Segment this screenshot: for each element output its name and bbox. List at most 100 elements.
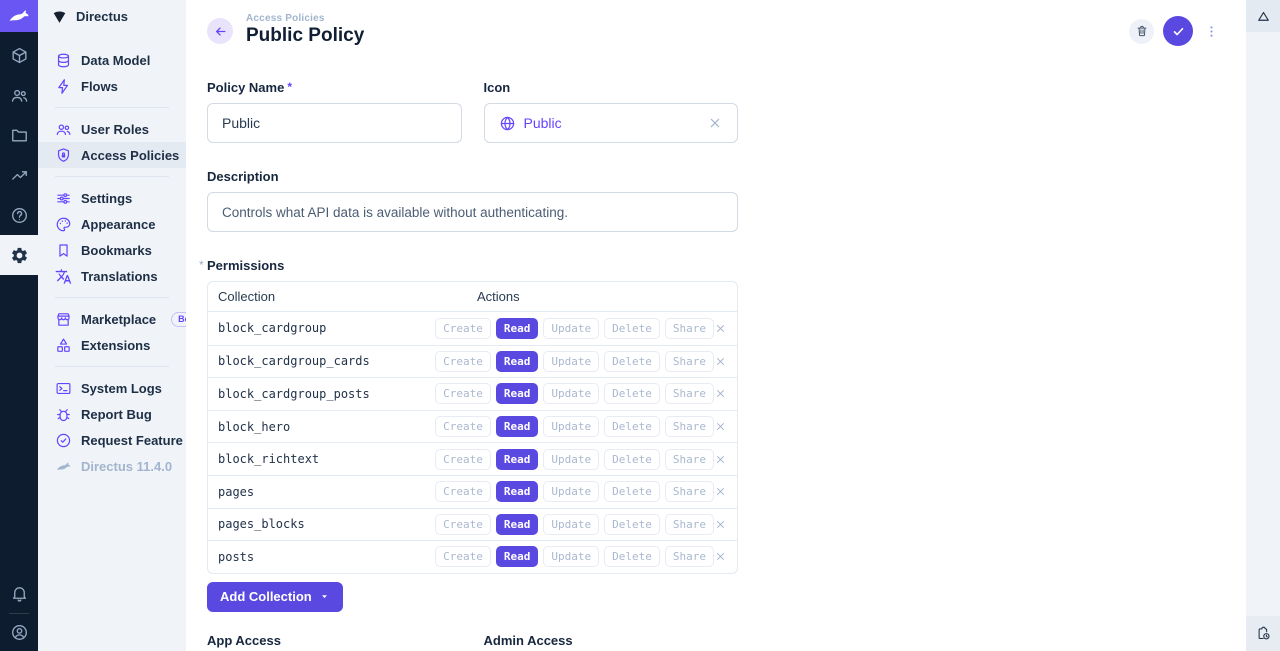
directus-logo-button[interactable]	[0, 0, 38, 32]
rabbit-icon	[55, 458, 72, 475]
module-content-module[interactable]	[0, 35, 38, 75]
sidebar-item-label: System Logs	[81, 380, 162, 396]
permission-delete-chip[interactable]: Delete	[604, 350, 660, 372]
remove-permission-button[interactable]	[714, 420, 727, 433]
remove-permission-button[interactable]	[714, 355, 727, 368]
sidebar-item-report-bug[interactable]: Report Bug	[38, 401, 186, 427]
permission-create-chip[interactable]: Create	[435, 546, 491, 568]
permission-share-chip[interactable]: Share	[664, 416, 714, 438]
policy-name-input[interactable]	[207, 103, 462, 143]
permission-update-chip[interactable]: Update	[543, 317, 600, 339]
permission-read-chip[interactable]: Read	[495, 383, 539, 405]
help-icon	[10, 206, 29, 225]
module-files-module[interactable]	[0, 115, 38, 155]
more-options-button[interactable]	[1202, 19, 1220, 44]
remove-permission-button[interactable]	[714, 387, 727, 400]
sidebar-item-access-policies[interactable]: Access Policies	[38, 142, 186, 168]
sidebar-item-bookmarks[interactable]: Bookmarks	[38, 237, 186, 263]
permission-delete-chip[interactable]: Delete	[604, 546, 660, 568]
icon-select-input[interactable]: Public	[483, 103, 738, 143]
sidebar-item-user-roles[interactable]: User Roles	[38, 116, 186, 142]
permission-update-chip[interactable]: Update	[543, 416, 600, 438]
sidebar-item-marketplace[interactable]: MarketplaceBeta	[38, 306, 205, 332]
remove-permission-button[interactable]	[714, 485, 727, 498]
revisions-drawer-button[interactable]	[1246, 616, 1280, 651]
project-switcher[interactable]: Directus	[38, 0, 186, 32]
permission-update-chip[interactable]: Update	[543, 383, 600, 405]
sidebar-item-request-feature[interactable]: Request Feature	[38, 427, 186, 453]
permission-create-chip[interactable]: Create	[435, 448, 491, 470]
permission-update-chip[interactable]: Update	[543, 513, 600, 535]
change-history-icon	[1256, 9, 1271, 24]
permission-share-chip[interactable]: Share	[664, 546, 714, 568]
permission-share-chip[interactable]: Share	[664, 383, 714, 405]
collection-name: block_richtext	[218, 452, 320, 467]
clear-icon-button[interactable]	[707, 115, 723, 131]
permission-share-chip[interactable]: Share	[664, 350, 714, 372]
sidebar-item-extensions[interactable]: Extensions	[38, 332, 186, 358]
permission-delete-chip[interactable]: Delete	[604, 481, 660, 503]
permission-update-chip[interactable]: Update	[543, 546, 600, 568]
sidebar-drawer-toggle[interactable]	[1246, 0, 1280, 32]
module-insights-module[interactable]	[0, 155, 38, 195]
back-button[interactable]	[207, 18, 233, 44]
permission-create-chip[interactable]: Create	[435, 350, 491, 372]
permission-delete-chip[interactable]: Delete	[604, 383, 660, 405]
module-docs-module[interactable]	[0, 195, 38, 235]
permission-update-chip[interactable]: Update	[543, 350, 600, 372]
table-row: block_richtext Create Read Update Delete Shar…	[208, 442, 737, 475]
permission-read-chip[interactable]: Read	[495, 448, 539, 470]
add-collection-button[interactable]: Add Collection	[207, 581, 343, 612]
sidebar-item-flows[interactable]: Flows	[38, 73, 186, 99]
permission-share-chip[interactable]: Share	[664, 448, 714, 470]
avatar-icon	[10, 623, 29, 642]
sidebar-item-translations[interactable]: Translations	[38, 263, 186, 289]
nav-divider	[55, 107, 169, 108]
sidebar-item-label: Report Bug	[81, 406, 152, 422]
description-input[interactable]: Controls what API data is available with…	[207, 192, 738, 232]
add-collection-label: Add Collection	[220, 589, 312, 605]
permission-create-chip[interactable]: Create	[435, 317, 491, 339]
permission-read-chip[interactable]: Read	[495, 546, 539, 568]
permission-share-chip[interactable]: Share	[664, 481, 714, 503]
notifications-button[interactable]	[0, 573, 38, 613]
permission-share-chip[interactable]: Share	[664, 317, 714, 339]
permission-create-chip[interactable]: Create	[435, 383, 491, 405]
permission-delete-chip[interactable]: Delete	[604, 448, 660, 470]
remove-permission-button[interactable]	[714, 518, 727, 531]
permission-create-chip[interactable]: Create	[435, 513, 491, 535]
permission-share-chip[interactable]: Share	[664, 513, 714, 535]
permission-delete-chip[interactable]: Delete	[604, 513, 660, 535]
permission-update-chip[interactable]: Update	[543, 448, 600, 470]
breadcrumb[interactable]: Access Policies	[246, 13, 325, 24]
permission-read-chip[interactable]: Read	[495, 481, 539, 503]
right-sidebar	[1246, 0, 1280, 651]
module-users-module[interactable]	[0, 75, 38, 115]
module-settings-module[interactable]	[0, 235, 38, 275]
permission-create-chip[interactable]: Create	[435, 416, 491, 438]
permissions-label: * Permissions	[199, 258, 738, 273]
sidebar-item-data-model[interactable]: Data Model	[38, 47, 186, 73]
delete-button[interactable]	[1129, 18, 1154, 44]
remove-permission-button[interactable]	[714, 453, 727, 466]
sidebar-item-appearance[interactable]: Appearance	[38, 211, 186, 237]
permission-read-chip[interactable]: Read	[495, 317, 539, 339]
sidebar-item-label: Marketplace	[81, 311, 157, 327]
permission-read-chip[interactable]: Read	[495, 350, 539, 372]
user-menu-button[interactable]	[0, 614, 38, 651]
permission-update-chip[interactable]: Update	[543, 481, 600, 503]
remove-permission-button[interactable]	[714, 322, 727, 335]
save-button[interactable]	[1163, 16, 1193, 46]
module-list	[0, 32, 38, 275]
permission-read-chip[interactable]: Read	[495, 513, 539, 535]
category-icon	[55, 337, 72, 354]
sidebar-item-system-logs[interactable]: System Logs	[38, 375, 186, 401]
permission-delete-chip[interactable]: Delete	[604, 317, 660, 339]
permission-create-chip[interactable]: Create	[435, 481, 491, 503]
permission-read-chip[interactable]: Read	[495, 416, 539, 438]
permission-delete-chip[interactable]: Delete	[604, 416, 660, 438]
sidebar-item-settings[interactable]: Settings	[38, 185, 186, 211]
table-row: block_cardgroup_posts Create Read Update Del…	[208, 377, 737, 410]
policy-name-field: Policy Name *	[207, 80, 462, 143]
remove-permission-button[interactable]	[714, 550, 727, 563]
